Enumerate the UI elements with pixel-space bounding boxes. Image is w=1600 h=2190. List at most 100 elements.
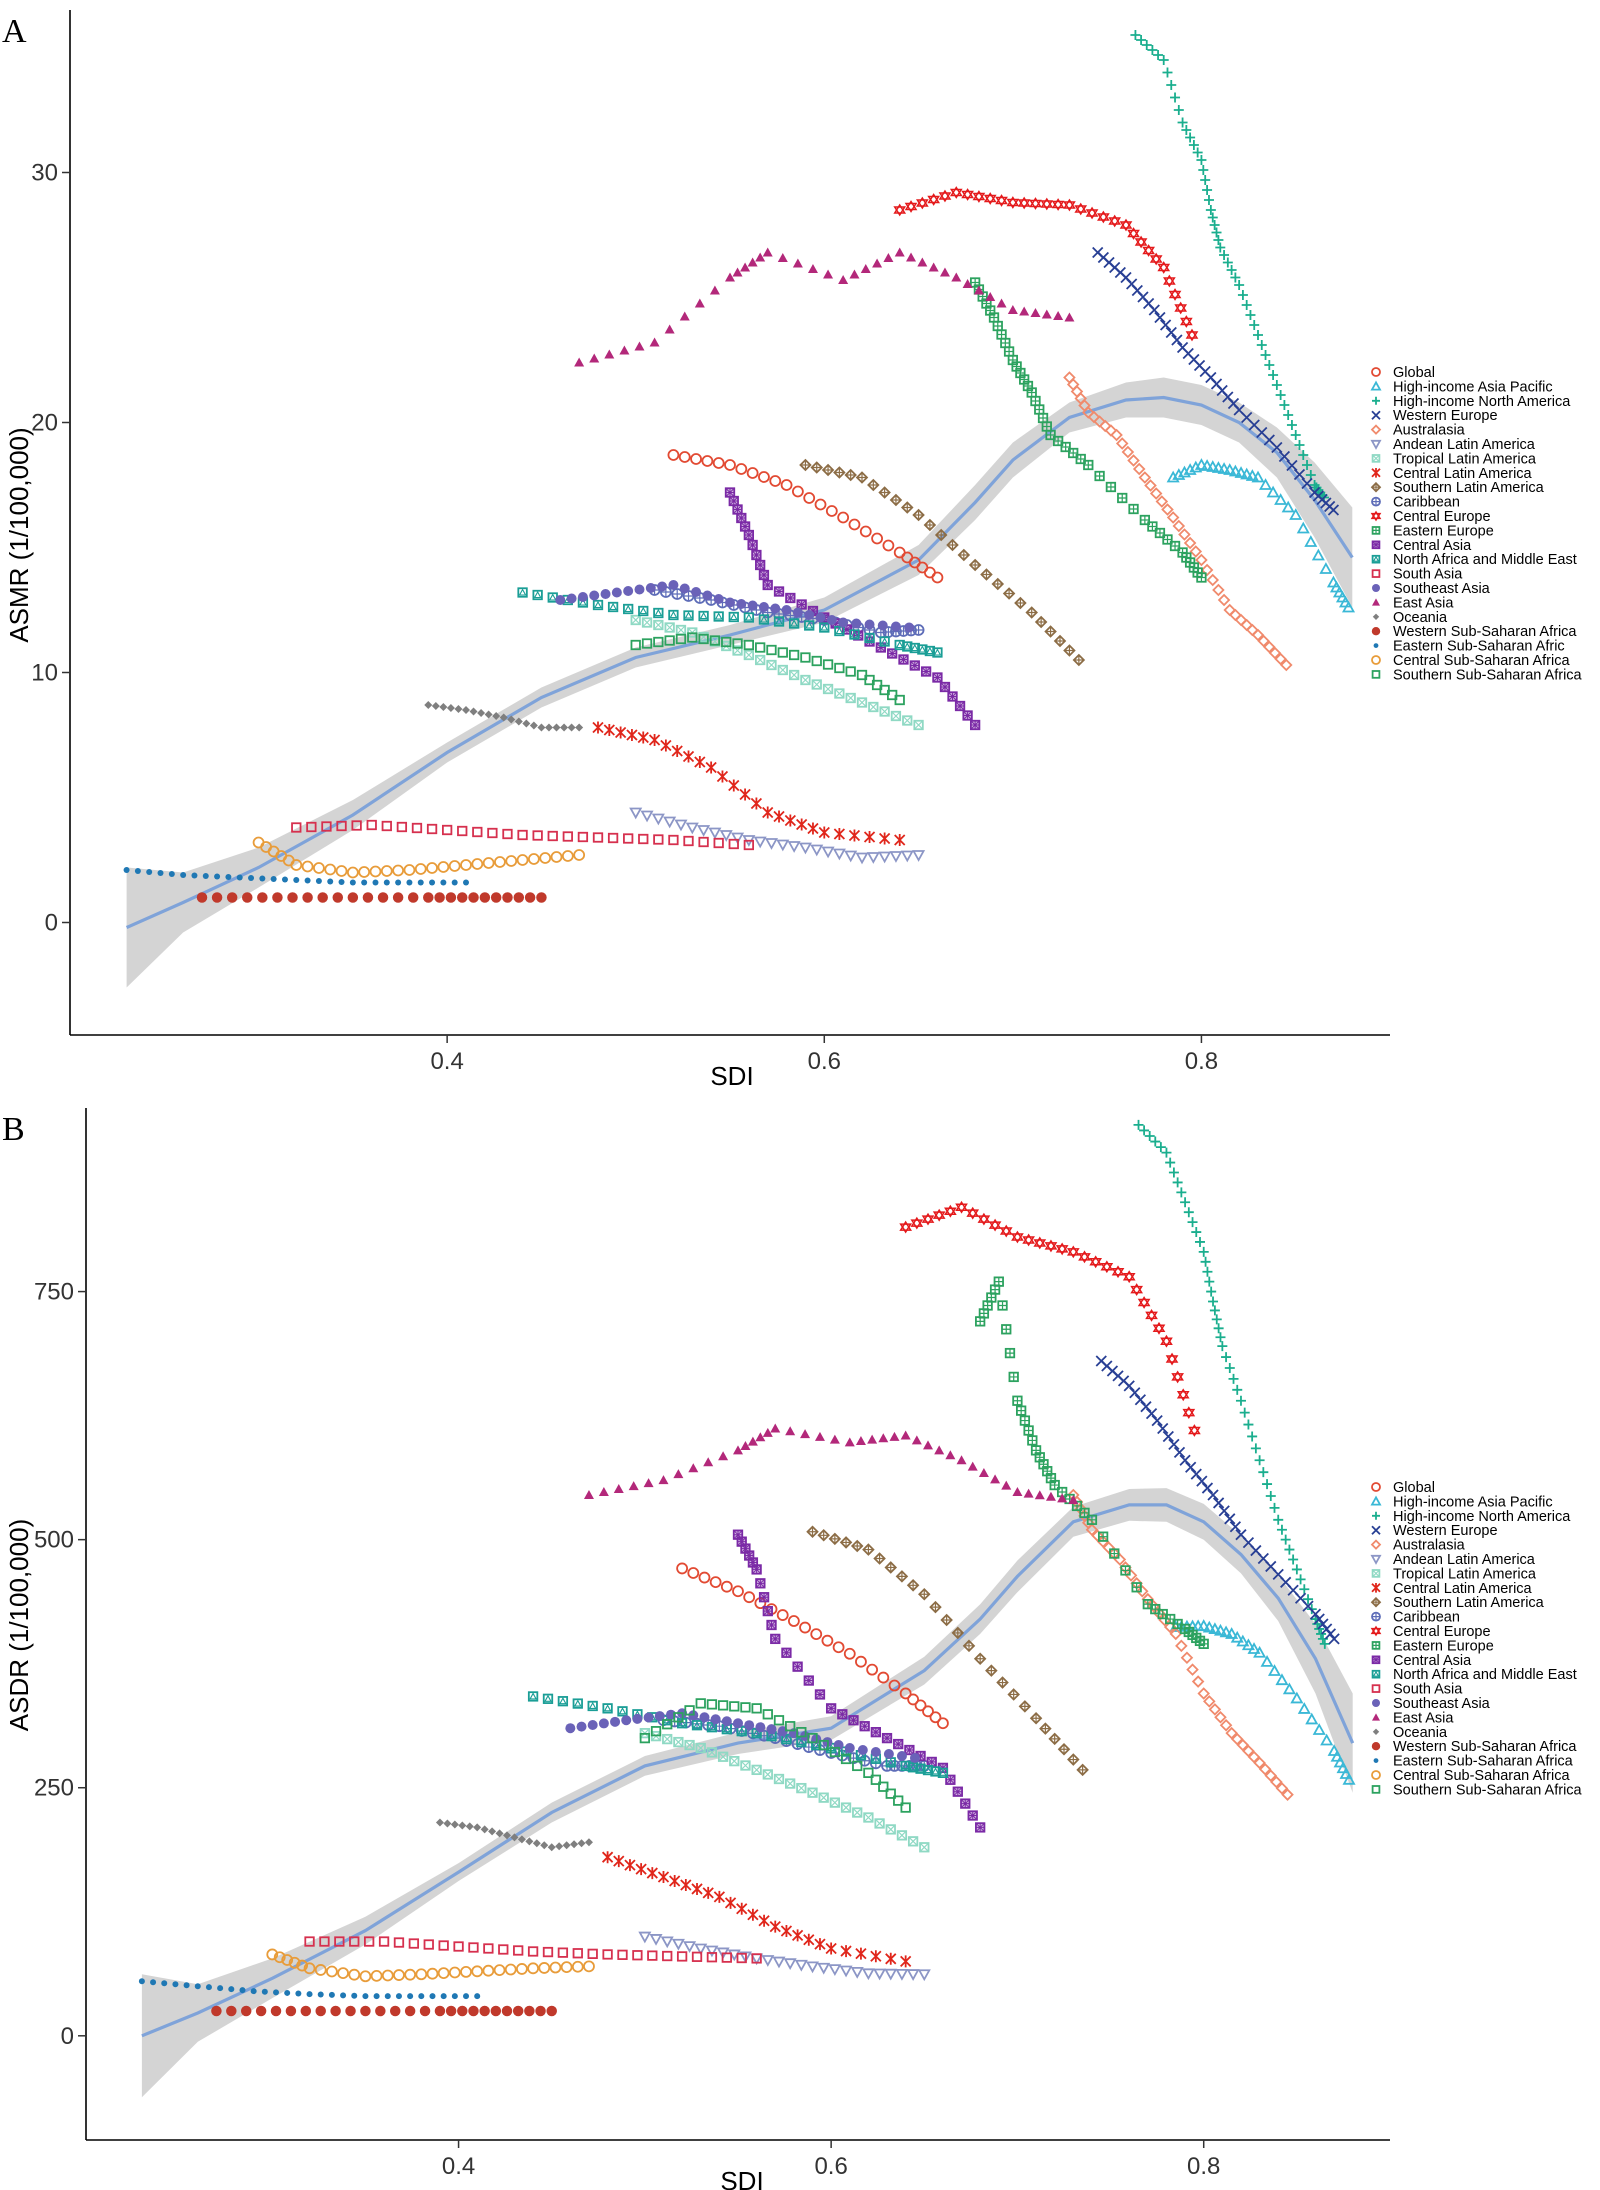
data-point	[1140, 1401, 1152, 1413]
data-point	[1157, 1422, 1169, 1435]
data-point	[1161, 503, 1174, 516]
data-point	[451, 879, 458, 886]
data-point	[1147, 521, 1158, 532]
data-point	[788, 669, 800, 681]
data-point	[780, 1925, 793, 1938]
data-point	[988, 1218, 1002, 1232]
data-point	[1217, 1341, 1228, 1352]
legend-marker	[1370, 1596, 1382, 1608]
data-point	[395, 879, 402, 886]
data-point	[833, 828, 846, 840]
data-point	[718, 1451, 729, 1461]
data-point	[787, 1615, 800, 1627]
data-point	[805, 1961, 820, 1974]
data-point	[1016, 1405, 1027, 1416]
data-point	[443, 1819, 452, 1828]
data-point	[907, 1693, 920, 1706]
data-point	[172, 1981, 179, 1988]
data-point	[1209, 1305, 1220, 1316]
data-point	[273, 1989, 280, 1996]
data-point	[1330, 1749, 1344, 1762]
data-point	[800, 674, 811, 686]
data-point	[378, 1936, 390, 1947]
data-point	[862, 1543, 875, 1556]
data-point	[890, 621, 901, 632]
data-point	[866, 1663, 879, 1676]
data-point	[1011, 1230, 1024, 1244]
data-point	[1339, 1767, 1353, 1779]
data-point	[617, 1949, 628, 1960]
data-point	[810, 844, 824, 857]
data-point	[1179, 315, 1193, 328]
data-point	[448, 860, 461, 872]
data-point	[1014, 596, 1027, 610]
legend-marker	[1372, 613, 1380, 620]
data-point	[931, 571, 944, 584]
legend-marker	[1371, 1742, 1381, 1751]
data-point	[834, 625, 845, 637]
data-point	[613, 1855, 625, 1868]
data-point	[1297, 1702, 1311, 1714]
data-point	[1223, 463, 1237, 475]
series-southeast-asia	[565, 1708, 920, 1763]
data-point	[740, 1760, 751, 1771]
data-point	[736, 1726, 747, 1737]
data-point	[680, 1878, 692, 1891]
data-point	[1169, 540, 1181, 552]
data-point	[788, 618, 800, 629]
data-point	[1247, 1750, 1261, 1764]
data-point	[870, 1774, 882, 1785]
legend-item-oceania: Oceania	[1372, 1725, 1448, 1741]
data-point	[785, 592, 796, 604]
series-andean-latin-america	[629, 807, 926, 865]
data-point	[1246, 623, 1259, 637]
data-point	[939, 681, 951, 693]
data-point	[377, 892, 389, 903]
data-point	[587, 1948, 598, 1959]
data-point	[123, 867, 130, 873]
data-point	[1174, 301, 1188, 315]
data-point	[1063, 644, 1076, 657]
data-point	[1155, 495, 1169, 508]
data-point	[1175, 1639, 1188, 1653]
data-point	[845, 692, 856, 704]
data-point	[932, 647, 943, 658]
data-point	[924, 645, 936, 657]
data-point	[490, 2005, 502, 2017]
data-point	[851, 618, 862, 629]
data-point	[1111, 1265, 1125, 1279]
data-point	[426, 862, 438, 874]
data-point	[996, 298, 1007, 308]
series-central-asia	[732, 1529, 986, 1833]
data-point	[1067, 1753, 1080, 1766]
data-point	[1229, 1521, 1242, 1533]
data-point	[1195, 553, 1208, 567]
data-point	[1203, 195, 1214, 205]
data-point	[923, 1440, 934, 1450]
data-point	[589, 590, 600, 601]
data-point	[437, 1967, 450, 1979]
data-point	[796, 1782, 807, 1794]
data-point	[281, 1954, 294, 1966]
data-point	[848, 518, 861, 531]
data-point	[1258, 1763, 1272, 1776]
data-point	[945, 1774, 956, 1785]
data-point	[607, 832, 619, 844]
data-point	[272, 892, 283, 903]
data-point	[843, 1647, 856, 1660]
data-point	[532, 830, 543, 841]
data-point	[381, 1969, 394, 1982]
data-point	[762, 579, 773, 591]
data-point	[635, 1863, 647, 1876]
legend-item-southern-sub-saharan-africa: Southern Sub-Saharan Africa	[1371, 667, 1583, 683]
data-point	[347, 892, 359, 903]
data-point	[728, 495, 739, 507]
data-point	[826, 615, 837, 625]
data-point	[1245, 469, 1259, 481]
data-point	[1176, 1187, 1187, 1198]
data-point	[1078, 1250, 1091, 1264]
series-south-asia	[291, 819, 755, 851]
data-point	[1166, 80, 1177, 90]
data-point	[1149, 487, 1163, 500]
data-point	[483, 1943, 494, 1954]
